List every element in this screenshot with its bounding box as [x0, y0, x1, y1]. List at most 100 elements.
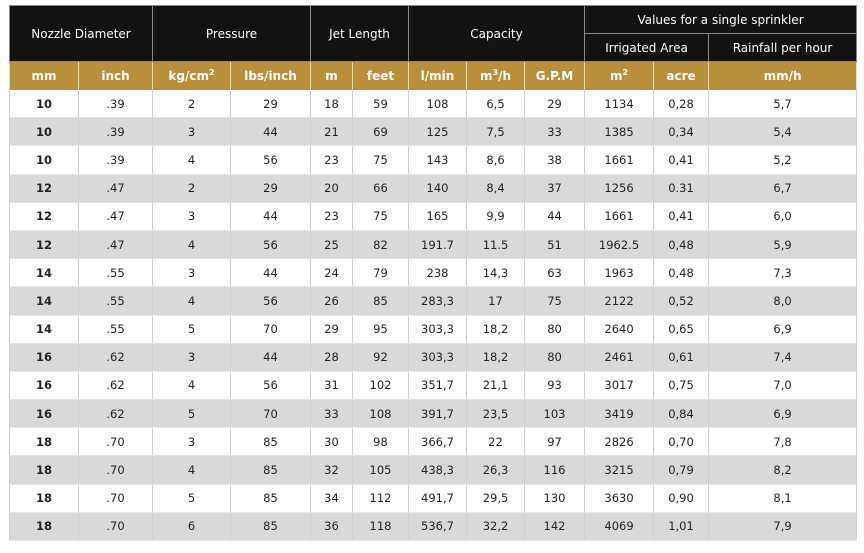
- header-pressure: Pressure: [152, 5, 311, 62]
- cell-area-m2: 2122: [584, 286, 655, 316]
- cell-pressure-kgcm2: 2: [152, 90, 231, 119]
- table-row: 16.62 4 56 31 102 351,7 21,1 93 3017 0,75 7,0: [9, 371, 858, 401]
- cell-nozzle-inch: .62: [78, 343, 153, 372]
- cell-area-acre: 0.31: [653, 174, 710, 203]
- cell-pressure-lbs: 70: [230, 399, 311, 429]
- cell-nozzle-inch: .39: [78, 145, 153, 175]
- table-row: 10.39 3 44 21 69 125 7,5 33 1385 0,34 5,4: [9, 117, 858, 147]
- cell-jet-feet: 95: [352, 315, 409, 344]
- table-body: 10.39 2 29 18 59 108 6,5 29 1134 0,28 5,7 10.39 3 44 2…: [9, 90, 858, 542]
- cell-jet-m: 33: [310, 399, 353, 429]
- cell-capacity-lmin: 140: [408, 174, 467, 203]
- cell-pressure-lbs: 85: [230, 427, 311, 457]
- cell-area-m2: 1385: [584, 117, 655, 147]
- unit-m: m: [310, 61, 353, 90]
- cell-area-m2: 1661: [584, 145, 655, 175]
- cell-capacity-gpm: 80: [523, 343, 586, 372]
- cell-pressure-kgcm2: 4: [152, 455, 231, 485]
- cell-jet-feet: 98: [352, 427, 409, 457]
- cell-rainfall-mmh: 6,9: [708, 315, 858, 344]
- cell-nozzle-mm: 16: [9, 343, 79, 372]
- header-capacity: Capacity: [407, 5, 586, 62]
- cell-area-m2: 4069: [584, 512, 655, 542]
- cell-capacity-lmin: 191.7: [408, 230, 467, 260]
- cell-capacity-lmin: 143: [408, 145, 467, 175]
- cell-jet-feet: 92: [352, 343, 409, 372]
- cell-area-m2: 3017: [584, 371, 655, 401]
- table-row: 12.47 4 56 25 82 191.7 11.5 51 1962.5 0,48 5,9: [9, 230, 858, 260]
- cell-pressure-lbs: 56: [230, 145, 311, 175]
- cell-nozzle-mm: 18: [9, 427, 79, 457]
- cell-capacity-m3h: 21,1: [466, 371, 525, 401]
- cell-rainfall-mmh: 5,7: [708, 90, 858, 119]
- unit-m3h: m3/h: [466, 61, 525, 90]
- unit-kgcm2: kg/cm2: [152, 61, 231, 90]
- cell-jet-m: 24: [310, 258, 353, 288]
- cell-nozzle-mm: 12: [9, 202, 79, 231]
- unit-lbs-inch: lbs/inch: [230, 61, 311, 90]
- cell-pressure-kgcm2: 3: [152, 117, 231, 147]
- cell-jet-feet: 105: [352, 455, 409, 485]
- cell-area-acre: 0,52: [653, 286, 710, 316]
- cell-jet-m: 31: [310, 371, 353, 401]
- cell-pressure-lbs: 44: [230, 117, 311, 147]
- cell-rainfall-mmh: 7,3: [708, 258, 858, 288]
- cell-area-acre: 0,65: [653, 315, 710, 344]
- cell-area-m2: 2640: [584, 315, 655, 344]
- unit-mm-h: mm/h: [708, 61, 858, 90]
- cell-area-acre: 0,90: [653, 484, 710, 513]
- cell-capacity-lmin: 366,7: [408, 427, 467, 457]
- unit-l-min: l/min: [408, 61, 467, 90]
- cell-capacity-lmin: 125: [408, 117, 467, 147]
- cell-jet-m: 23: [310, 145, 353, 175]
- cell-capacity-lmin: 351,7: [408, 371, 467, 401]
- cell-pressure-lbs: 85: [230, 512, 311, 542]
- cell-rainfall-mmh: 5,4: [708, 117, 858, 147]
- cell-nozzle-mm: 14: [9, 315, 79, 344]
- unit-m3h-base: m: [479, 69, 493, 83]
- cell-capacity-lmin: 283,3: [408, 286, 467, 316]
- cell-capacity-lmin: 238: [408, 258, 467, 288]
- unit-m2-base: m: [609, 69, 623, 83]
- cell-pressure-kgcm2: 4: [152, 145, 231, 175]
- cell-jet-m: 28: [310, 343, 353, 372]
- cell-area-m2: 2461: [584, 343, 655, 372]
- cell-rainfall-mmh: 6,9: [708, 399, 858, 429]
- cell-area-acre: 0,34: [653, 117, 710, 147]
- cell-rainfall-mmh: 8,1: [708, 484, 858, 513]
- cell-capacity-m3h: 32,2: [466, 512, 525, 542]
- table-row: 10.39 2 29 18 59 108 6,5 29 1134 0,28 5,7: [9, 90, 858, 119]
- cell-capacity-gpm: 38: [523, 145, 586, 175]
- cell-jet-feet: 75: [352, 202, 409, 231]
- cell-capacity-m3h: 29,5: [466, 484, 525, 513]
- cell-nozzle-mm: 10: [9, 117, 79, 147]
- cell-nozzle-inch: .70: [78, 512, 153, 542]
- header-jet-length: Jet Length: [310, 5, 409, 62]
- cell-nozzle-mm: 16: [9, 399, 79, 429]
- sprinkler-spec-table-container: Nozzle Diameter Pressure Jet Length Capa…: [9, 5, 858, 542]
- cell-pressure-kgcm2: 3: [152, 343, 231, 372]
- table-row: 10.39 4 56 23 75 143 8,6 38 1661 0,41 5,2: [9, 145, 858, 175]
- cell-capacity-gpm: 116: [523, 455, 586, 485]
- cell-rainfall-mmh: 6,0: [708, 202, 858, 231]
- cell-pressure-lbs: 85: [230, 455, 311, 485]
- unit-m3h-sup: 3: [492, 68, 499, 77]
- cell-capacity-gpm: 80: [523, 315, 586, 344]
- cell-jet-m: 29: [310, 315, 353, 344]
- cell-jet-m: 18: [310, 90, 353, 119]
- cell-pressure-kgcm2: 5: [152, 399, 231, 429]
- cell-capacity-m3h: 8,4: [466, 174, 525, 203]
- cell-area-acre: 0,48: [653, 230, 710, 260]
- cell-nozzle-mm: 18: [9, 512, 79, 542]
- cell-capacity-gpm: 63: [523, 258, 586, 288]
- table-row: 16.62 3 44 28 92 303,3 18,2 80 2461 0,61 7,4: [9, 343, 858, 372]
- cell-pressure-kgcm2: 4: [152, 286, 231, 316]
- cell-nozzle-inch: .39: [78, 117, 153, 147]
- cell-capacity-gpm: 130: [523, 484, 586, 513]
- cell-rainfall-mmh: 7,0: [708, 371, 858, 401]
- cell-area-acre: 0,41: [653, 145, 710, 175]
- cell-jet-feet: 69: [352, 117, 409, 147]
- cell-nozzle-inch: .70: [78, 427, 153, 457]
- unit-kgcm2-base: kg/cm: [168, 69, 209, 83]
- cell-capacity-m3h: 18,2: [466, 315, 525, 344]
